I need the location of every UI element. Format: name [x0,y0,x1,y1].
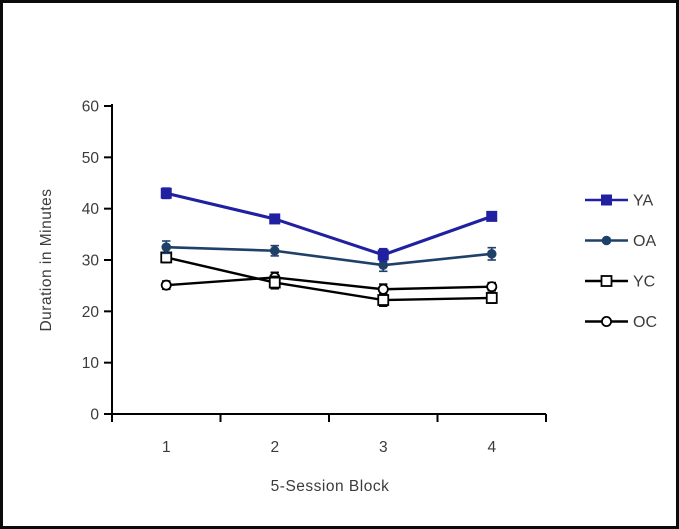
marker-OC-4 [486,281,498,293]
x-tick-label: 3 [379,439,388,456]
legend-marker-YC [600,275,613,287]
legend: YA OA YC OC [585,193,657,331]
marker-YA-1 [160,187,172,199]
series-YA [160,187,498,262]
marker-YC-3 [377,294,390,306]
marker-OA-1 [161,242,172,252]
x-tick-label: 2 [270,439,279,456]
marker-OA-2 [269,245,280,256]
line-chart: 0 10 20 30 40 50 60 1 2 3 4 YA OA YC OC [82,99,657,457]
series-line-YC [165,256,492,302]
legend-marker-YA [601,194,612,206]
legend-item-OA: OA [585,233,656,250]
series-line-YA [165,191,493,257]
marker-YA-4 [486,210,498,222]
marker-YA-2 [269,213,281,225]
legend-marker-OA [601,235,612,246]
y-tick-label: 20 [82,304,100,321]
x-tick-label: 4 [487,439,496,456]
y-tick-label: 30 [82,253,100,270]
legend-item-YA: YA [585,193,653,210]
legend-label-YC: YC [633,274,655,291]
legend-item-OC: OC [585,314,657,331]
x-tick-label: 1 [162,439,171,456]
marker-YA-3 [377,249,389,261]
legend-marker-OC [601,315,613,327]
y-tick-label: 10 [82,355,100,372]
series-YC [160,251,498,308]
x-axis-title: 5-Session Block [270,478,390,495]
series-line-OA [166,245,492,267]
legend-label-OC: OC [633,314,657,331]
y-axis-title: Duration in Minutes [38,188,55,332]
y-tick-label: 50 [82,150,100,167]
y-tick-label: 0 [90,407,99,424]
legend-label-OA: OA [633,233,656,250]
marker-YC-4 [485,292,498,304]
marker-OC-1 [160,279,172,291]
legend-item-YC: YC [585,274,655,291]
series-OA [161,240,497,273]
marker-YC-2 [268,276,281,289]
legend-label-YA: YA [633,193,653,210]
marker-OA-3 [378,260,389,270]
series-line-OC [166,276,492,291]
marker-OC-3 [377,283,389,295]
marker-OA-4 [486,249,497,259]
y-tick-label: 60 [82,99,100,116]
y-tick-label: 40 [82,201,100,218]
